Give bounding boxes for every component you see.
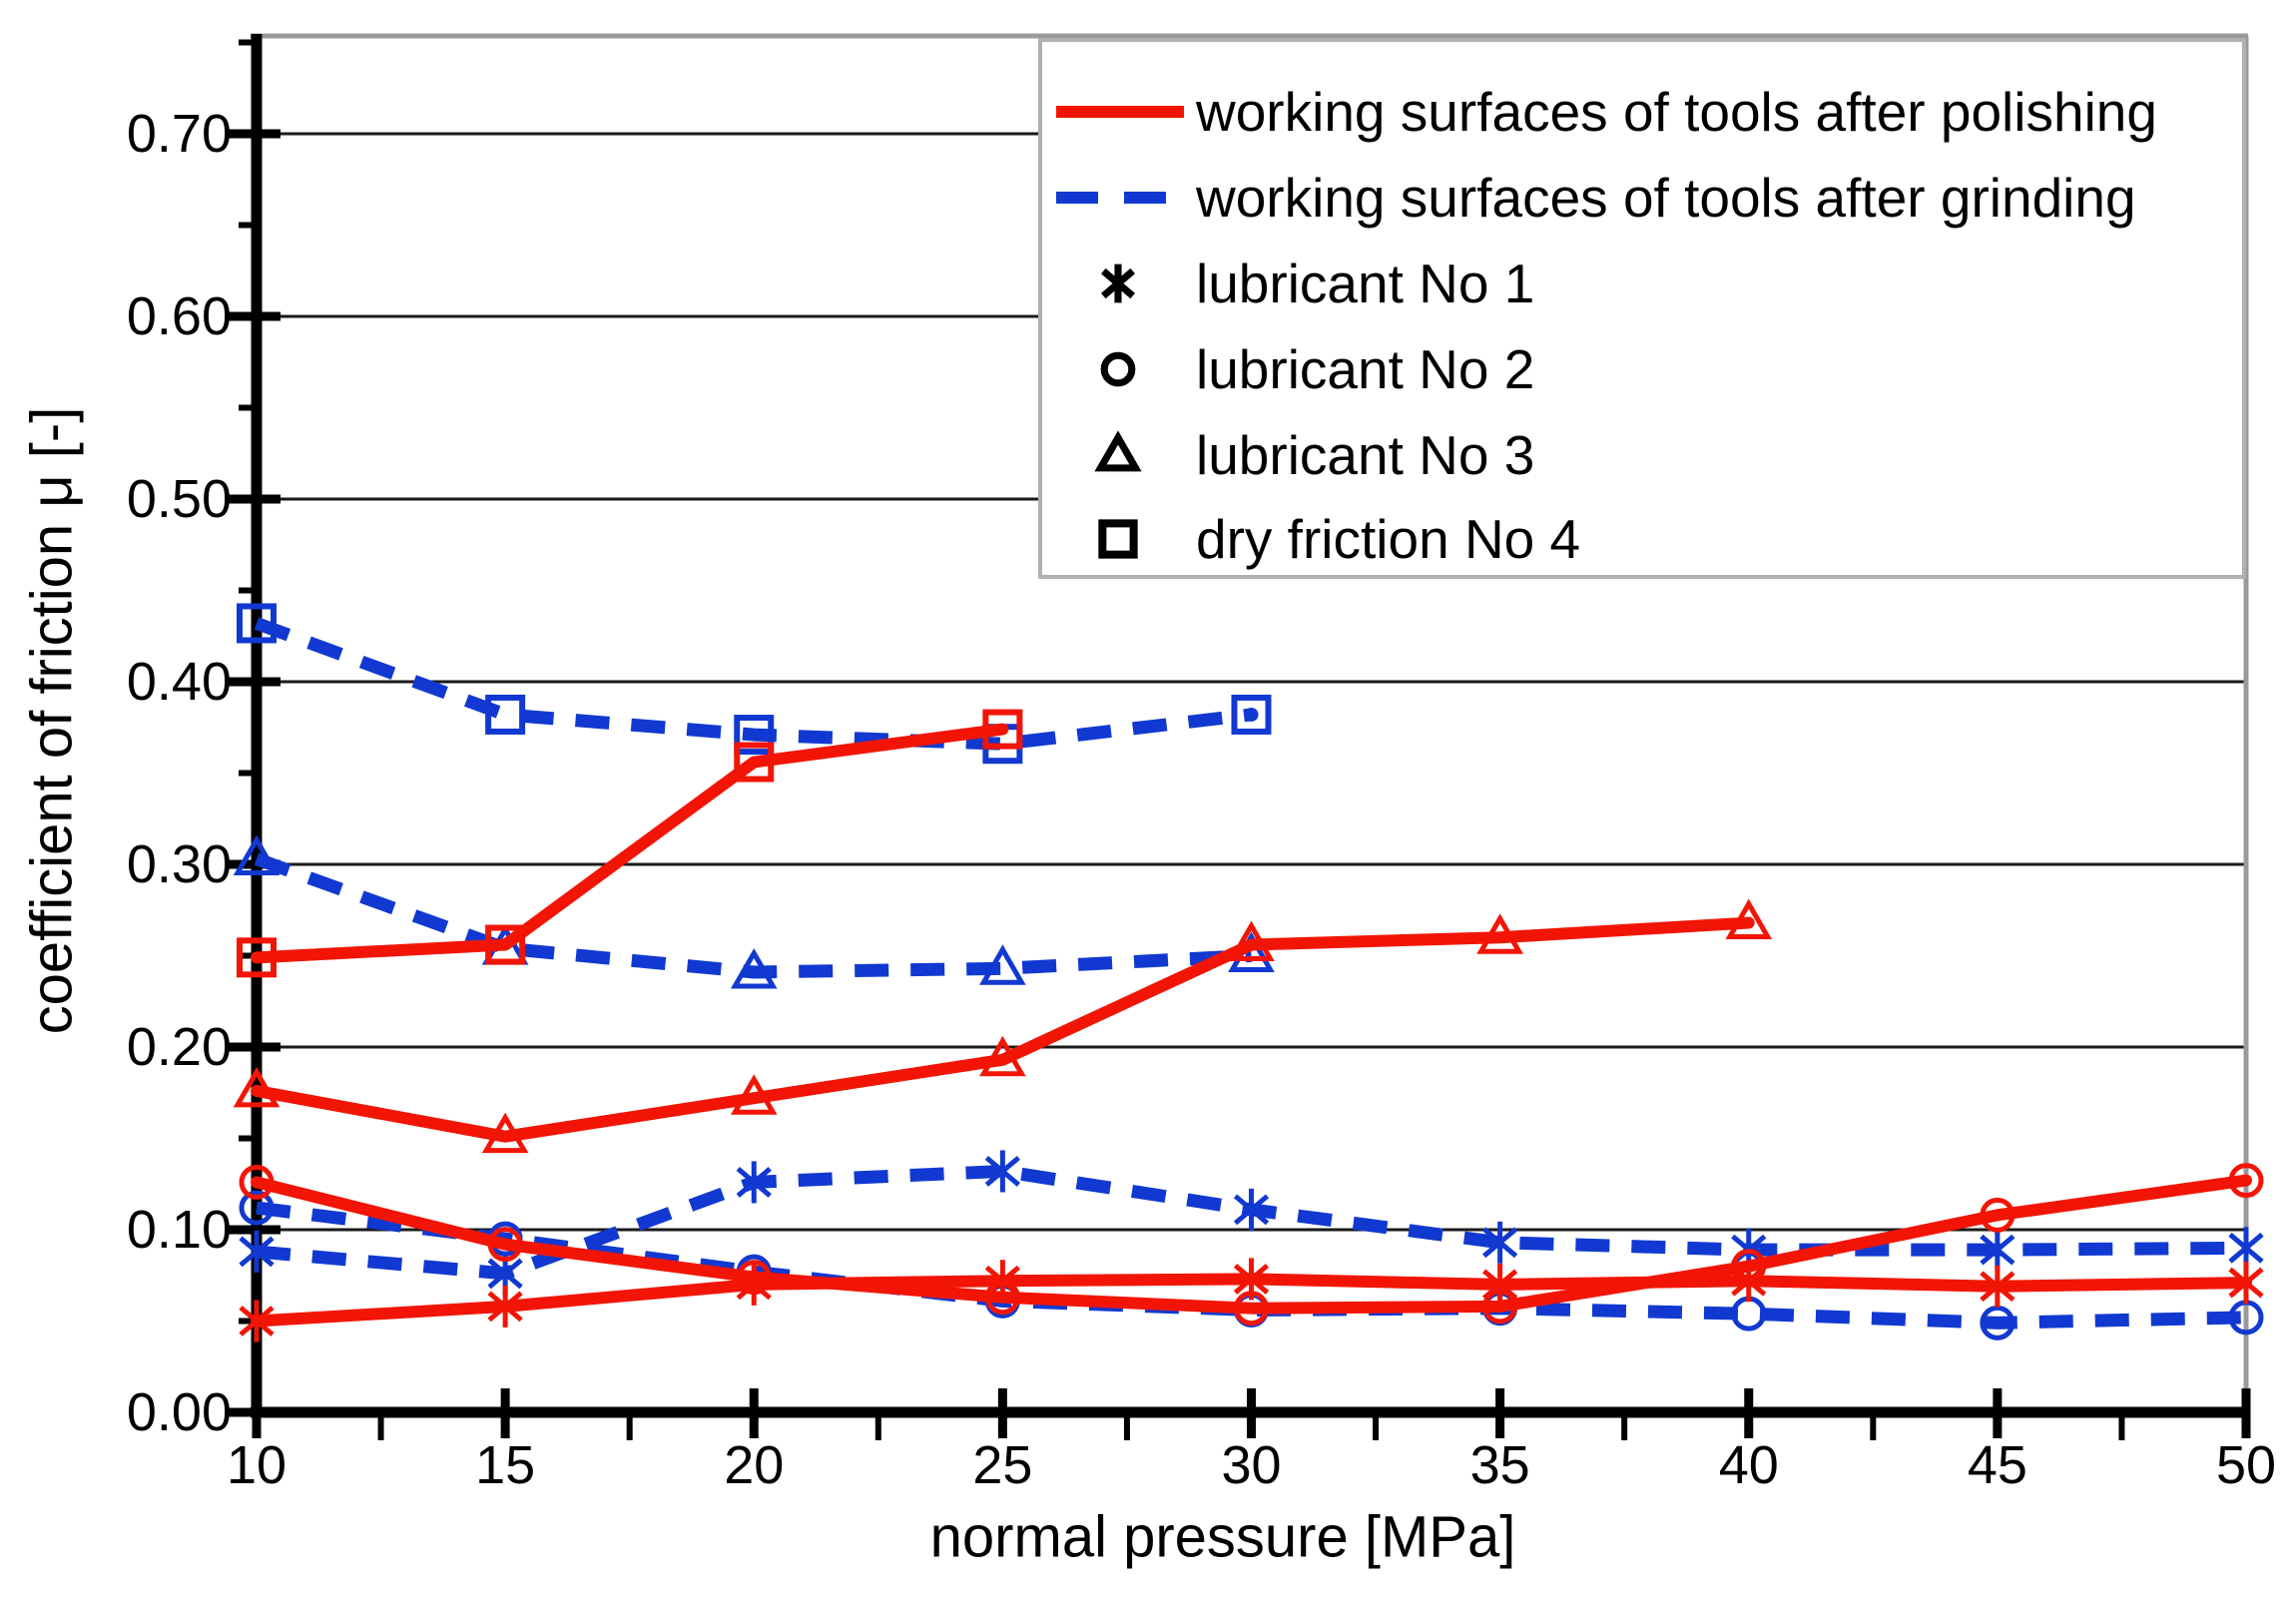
x-tick-label: 10 xyxy=(227,1435,287,1495)
legend-item-1: working surfaces of tools after polishin… xyxy=(1056,81,2157,143)
y-tick-label: 0.60 xyxy=(127,286,232,346)
x-tick-label: 45 xyxy=(1968,1435,2027,1495)
triangle-marker xyxy=(233,1066,281,1108)
asterisk-marker xyxy=(1482,1263,1518,1306)
series-polishing-dry-friction-no-4 xyxy=(237,709,1023,978)
y-tick-label: 0.30 xyxy=(127,834,232,894)
square-marker xyxy=(1231,694,1272,735)
triangle-marker xyxy=(1725,898,1773,940)
asterisk-marker xyxy=(1731,1260,1767,1303)
y-tick-label: 0.70 xyxy=(127,104,232,164)
asterisk-marker xyxy=(1980,1229,2015,1272)
square-marker xyxy=(1098,519,1138,559)
series-line xyxy=(251,723,1009,964)
legend-item-4: lubricant No 2 xyxy=(1100,338,1534,400)
y-tick-label: 0.20 xyxy=(127,1017,232,1077)
y-tick-label: 0.00 xyxy=(127,1382,232,1442)
x-tick-label: 35 xyxy=(1470,1435,1530,1495)
series-line xyxy=(251,1174,2252,1315)
x-tick-label: 40 xyxy=(1719,1435,1779,1495)
asterisk-marker xyxy=(736,1263,772,1306)
asterisk-marker xyxy=(2228,1262,2264,1305)
square-marker xyxy=(734,715,775,756)
circle-marker xyxy=(239,1190,275,1226)
square-marker xyxy=(734,742,775,783)
asterisk-marker xyxy=(239,1300,275,1342)
square-marker xyxy=(485,924,526,965)
triangle-marker xyxy=(979,944,1026,985)
circle-marker xyxy=(2228,1163,2264,1199)
circle-marker xyxy=(487,1227,523,1263)
legend-label: working surfaces of tools after grinding xyxy=(1195,167,2136,229)
legend-item-5: lubricant No 3 xyxy=(1094,424,1534,486)
x-tick-label: 15 xyxy=(475,1435,535,1495)
asterisk-marker xyxy=(1233,1258,1270,1301)
series-grinding-lubricant-no-1 xyxy=(239,1150,2264,1295)
series-polishing-lubricant-no-3 xyxy=(233,898,1773,1154)
legend-box xyxy=(1038,38,2246,579)
x-tick-label: 20 xyxy=(724,1435,784,1495)
legend-label: lubricant No 1 xyxy=(1196,253,1534,314)
asterisk-marker xyxy=(984,1150,1020,1193)
triangle-marker xyxy=(1228,920,1275,962)
legend-label: lubricant No 3 xyxy=(1196,424,1534,486)
asterisk-marker xyxy=(984,1260,1020,1303)
legend-item-2: working surfaces of tools after grinding xyxy=(1056,167,2136,229)
x-axis-label: normal pressure [MPa] xyxy=(930,1505,1516,1570)
y-tick-label: 0.40 xyxy=(127,652,232,712)
y-tick-label: 0.50 xyxy=(127,469,232,529)
circle-marker xyxy=(1100,351,1136,387)
legend-item-3: lubricant No 1 xyxy=(1100,253,1534,314)
asterisk-marker xyxy=(1482,1221,1518,1264)
legend-item-6: dry friction No 4 xyxy=(1098,508,1580,570)
triangle-marker xyxy=(730,947,778,989)
triangle-marker xyxy=(979,1035,1026,1077)
series-end-dot xyxy=(1244,707,1259,722)
x-tick-label: 50 xyxy=(2216,1435,2276,1495)
legend: working surfaces of tools after polishin… xyxy=(1038,38,2246,579)
circle-marker xyxy=(239,1164,275,1200)
asterisk-marker xyxy=(1100,264,1136,303)
square-marker xyxy=(982,709,1023,750)
square-marker xyxy=(485,694,526,735)
y-axis-label: coefficient of friction μ [-] xyxy=(20,407,85,1035)
circle-marker xyxy=(1980,1305,2015,1340)
series-line xyxy=(251,916,1755,1143)
square-marker xyxy=(237,603,277,644)
circle-marker xyxy=(1980,1197,2015,1233)
legend-label: lubricant No 2 xyxy=(1196,338,1534,400)
triangle-marker xyxy=(233,834,281,876)
legend-label: dry friction No 4 xyxy=(1196,508,1580,570)
asterisk-marker xyxy=(487,1285,523,1328)
asterisk-marker xyxy=(736,1161,772,1204)
square-marker xyxy=(237,937,277,978)
x-tick-label: 30 xyxy=(1221,1435,1281,1495)
x-tick-label: 25 xyxy=(972,1435,1032,1495)
asterisk-marker xyxy=(239,1230,275,1273)
asterisk-marker xyxy=(1233,1188,1270,1231)
series-line xyxy=(254,617,1253,751)
legend-label: working surfaces of tools after polishin… xyxy=(1195,81,2157,143)
series-polishing-lubricant-no-1 xyxy=(239,1258,2264,1342)
y-tick-label: 0.10 xyxy=(127,1200,232,1260)
triangle-marker xyxy=(1476,913,1523,954)
series-line xyxy=(254,852,1252,979)
triangle-marker xyxy=(1094,430,1142,472)
triangle-marker xyxy=(481,1112,529,1154)
triangle-marker xyxy=(730,1074,778,1115)
asterisk-marker xyxy=(1980,1265,2015,1308)
